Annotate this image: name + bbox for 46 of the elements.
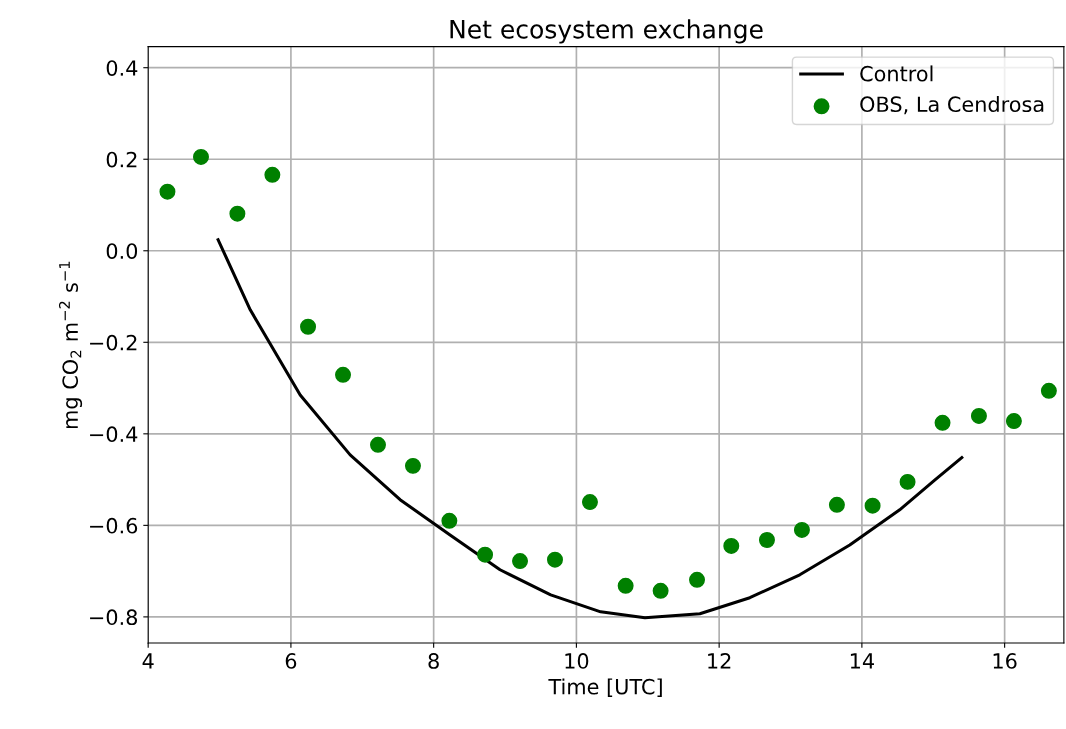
point bbox=[864, 497, 881, 514]
x-tick-label: 16 bbox=[993, 653, 1017, 669]
point bbox=[300, 318, 317, 335]
point bbox=[899, 473, 916, 490]
point bbox=[335, 366, 351, 383]
point bbox=[723, 537, 740, 554]
point bbox=[264, 166, 281, 183]
x-tick-label: 8 bbox=[428, 653, 439, 669]
line-series bbox=[216, 238, 964, 620]
point bbox=[404, 457, 421, 474]
y-axis-title: mg CO$_{2}$ m$^{−2}$ s$^{−1}$ bbox=[58, 261, 83, 429]
x-tick-label: 4 bbox=[142, 653, 154, 669]
legend-label: Control bbox=[860, 65, 933, 82]
y-tick-label: −0.6 bbox=[90, 517, 138, 534]
point bbox=[970, 408, 987, 424]
x-tick-label: 10 bbox=[565, 653, 589, 669]
point bbox=[370, 436, 386, 453]
point bbox=[441, 512, 458, 529]
x-tick-label: 6 bbox=[285, 653, 297, 669]
point bbox=[1040, 382, 1057, 399]
y-tick-label: 0.4 bbox=[106, 60, 138, 76]
point bbox=[229, 205, 246, 222]
point bbox=[758, 532, 775, 548]
point bbox=[477, 546, 494, 563]
point bbox=[689, 571, 705, 588]
point bbox=[581, 494, 598, 510]
chart-title: Net ecosystem exchange bbox=[450, 19, 763, 44]
point bbox=[828, 496, 845, 513]
point bbox=[547, 551, 563, 568]
y-tick-label: 0.0 bbox=[106, 243, 138, 259]
point bbox=[1005, 413, 1022, 429]
x-tick-label: 12 bbox=[708, 653, 731, 669]
legend-label: OBS, La Cendrosa bbox=[860, 95, 1044, 115]
y-tick-label: −0.4 bbox=[90, 426, 138, 443]
point bbox=[512, 553, 528, 570]
x-tick-label: 14 bbox=[850, 653, 874, 669]
point bbox=[934, 414, 951, 431]
point bbox=[652, 582, 669, 599]
y-tick-label: 0.2 bbox=[106, 151, 137, 168]
point bbox=[793, 521, 810, 538]
y-tick-label: −0.2 bbox=[90, 334, 137, 351]
point bbox=[193, 148, 209, 165]
y-tick-label: −0.8 bbox=[90, 609, 138, 626]
point bbox=[617, 577, 634, 594]
x-axis-title: Time [UTC] bbox=[548, 678, 662, 697]
point bbox=[159, 183, 176, 200]
